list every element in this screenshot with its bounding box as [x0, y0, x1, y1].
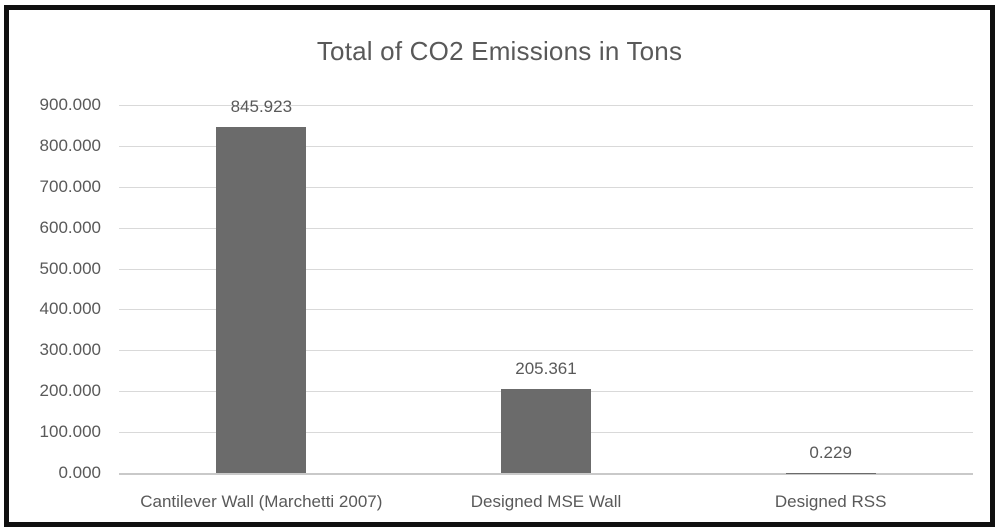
x-axis-baseline — [119, 473, 973, 475]
x-axis: Cantilever Wall (Marchetti 2007) Designed… — [119, 492, 973, 516]
y-tick-label: 900.000 — [39, 95, 101, 114]
category-label: Designed RSS — [774, 492, 887, 511]
y-tick-label: 300.000 — [39, 340, 101, 360]
gridline — [119, 145, 973, 147]
bar-2 — [501, 389, 591, 473]
gridline — [119, 350, 973, 352]
chart-frame: Total of CO2 Emissions in Tons 0.000 100.… — [4, 5, 995, 527]
y-axis: 0.000 100.000 200.000 300.000 400.000 500.000… — [27, 95, 101, 482]
y-tick-label: 800.000 — [39, 135, 101, 155]
plot-area: 845.923 205.361 0.229 — [119, 97, 973, 475]
gridline — [119, 268, 973, 270]
y-tick-label: 500.000 — [39, 258, 101, 278]
bar-value-label: 0.229 — [809, 442, 852, 462]
y-tick-label: 100.000 — [39, 422, 101, 442]
gridline — [119, 105, 973, 106]
bar-value-label: 205.361 — [515, 359, 577, 379]
y-tick-label: 700.000 — [39, 176, 101, 196]
y-tick-label: 600.000 — [39, 217, 101, 237]
bar-value-label: 845.923 — [230, 97, 293, 117]
gridline — [119, 309, 973, 311]
y-tick-label: 200.000 — [39, 381, 101, 401]
y-tick-label: 400.000 — [39, 299, 101, 319]
chart-title: Total of CO2 Emissions in Tons — [316, 36, 683, 66]
gridline — [119, 186, 973, 188]
category-label: Cantilever Wall (Marchetti 2007) — [140, 492, 383, 511]
bar-1 — [216, 127, 307, 473]
gridline — [119, 227, 973, 229]
category-label: Designed MSE Wall — [470, 492, 622, 511]
y-tick-label: 0.000 — [58, 463, 101, 482]
